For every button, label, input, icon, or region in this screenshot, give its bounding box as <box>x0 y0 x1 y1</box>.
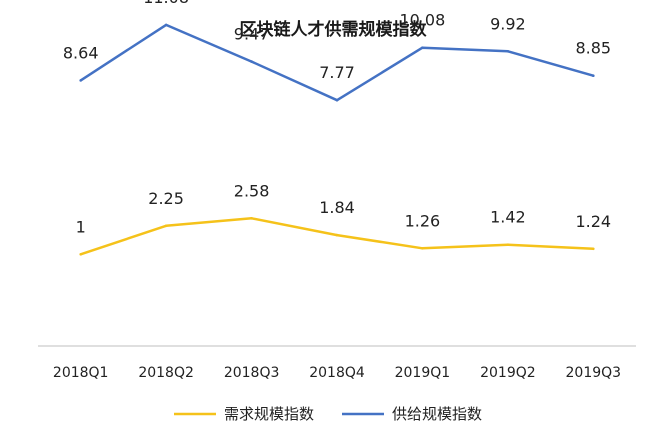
supply-point-2018q1 <box>79 79 82 82</box>
demand-data-label-2019q1: 1.26 <box>405 211 441 230</box>
supply-data-label-2018q1: 8.64 <box>63 43 99 62</box>
demand-point-2019q2 <box>506 243 510 246</box>
legend-label-demand: 需求规模指数 <box>224 405 314 423</box>
legend-label-supply: 供给规模指数 <box>392 405 482 423</box>
supply-point-2019q3 <box>592 74 595 77</box>
demand-data-label-2018q4: 1.84 <box>319 198 355 217</box>
supply-point-2019q1 <box>421 46 424 49</box>
demand-data-label-2018q2: 2.25 <box>148 189 184 208</box>
x-tick-labels: 2018Q1 2018Q2 2018Q3 2018Q4 2019Q1 2019Q2 2019… <box>53 365 621 381</box>
x-tick-label-2018q1: 2018Q1 <box>53 365 109 381</box>
demand-data-label-2019q2: 1.42 <box>490 208 526 227</box>
supply-point-2018q4 <box>335 98 339 102</box>
supply-point-2019q2 <box>506 50 510 53</box>
x-tick-label-2018q2: 2018Q2 <box>138 365 194 381</box>
demand-data-label-2018q3: 2.58 <box>234 181 270 200</box>
x-tick-label-2018q4: 2018Q4 <box>309 365 365 381</box>
supply-point-2018q3 <box>250 60 253 63</box>
supply-data-label-2019q3: 8.85 <box>575 39 611 58</box>
supply-data-label-2019q2: 9.92 <box>490 14 526 33</box>
data-labels-layer: 1 2.25 2.58 1.84 1.26 1.42 1.24 8.64 11.08 9.47 7.… <box>63 0 611 236</box>
supply-data-label-2019q1: 10.08 <box>399 11 445 30</box>
supply-point-2018q2 <box>164 23 168 27</box>
demand-point-2018q3 <box>250 217 253 220</box>
supply-data-label-2018q4: 7.77 <box>319 63 355 82</box>
supply-data-label-2018q2: 11.08 <box>143 0 189 7</box>
x-tick-label-2018q3: 2018Q3 <box>224 365 280 381</box>
demand-data-label-2019q3: 1.24 <box>575 212 611 231</box>
demand-point-2018q2 <box>164 224 168 228</box>
series-layer <box>79 23 595 256</box>
demand-point-2018q4 <box>335 233 339 237</box>
demand-point-2018q1 <box>79 253 82 256</box>
legend: 需求规模指数 供给规模指数 <box>174 405 482 423</box>
x-tick-label-2019q2: 2019Q2 <box>480 365 536 381</box>
demand-data-label-2018q1: 1 <box>76 217 86 236</box>
demand-point-2019q3 <box>592 247 595 251</box>
supply-data-label-2018q3: 9.47 <box>234 25 270 44</box>
chart-title: 区块链人才供需规模指数 <box>240 19 428 40</box>
x-tick-label-2019q1: 2019Q1 <box>395 365 451 381</box>
demand-point-2019q1 <box>421 247 424 250</box>
x-tick-label-2019q3: 2019Q3 <box>566 365 622 381</box>
